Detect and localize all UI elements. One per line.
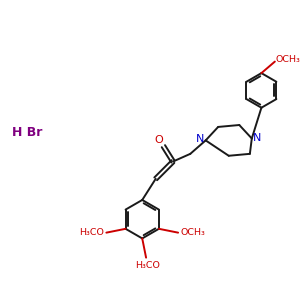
Text: OCH₃: OCH₃ bbox=[276, 55, 300, 64]
Text: O: O bbox=[154, 135, 163, 146]
Text: H Br: H Br bbox=[12, 126, 42, 139]
Text: N: N bbox=[254, 133, 262, 142]
Text: N: N bbox=[196, 134, 204, 144]
Text: H₃CO: H₃CO bbox=[80, 228, 104, 237]
Text: H₃CO: H₃CO bbox=[136, 261, 160, 270]
Text: OCH₃: OCH₃ bbox=[180, 228, 205, 237]
